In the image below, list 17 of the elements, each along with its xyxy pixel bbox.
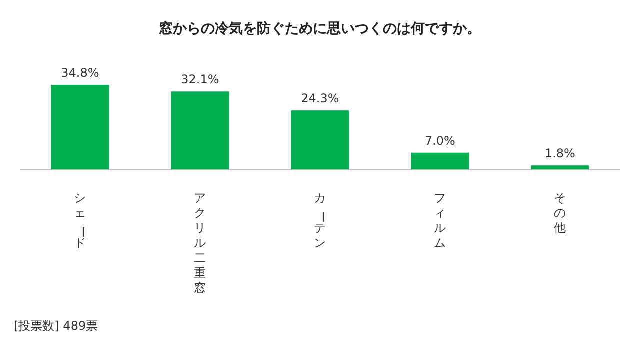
bar	[531, 166, 590, 170]
data-label: 32.1%	[181, 72, 220, 87]
data-label: 7.0%	[424, 134, 456, 148]
x-tick-label: フィルム	[434, 191, 446, 250]
data-label: 1.8%	[544, 146, 576, 161]
bar	[51, 85, 110, 170]
text: [投票数] 489票	[14, 318, 98, 335]
x-tick-label: シェード	[74, 191, 90, 250]
data-label: 24.3%	[301, 92, 340, 106]
chart-title: 窓からの冷気を防ぐために思いつくのは何ですか。	[158, 20, 482, 38]
x-tick-label: アクリル二重窓	[194, 191, 206, 295]
x-tick-label: カーテン	[314, 191, 330, 250]
x-tick-label: その他	[554, 191, 566, 235]
bar	[291, 110, 350, 170]
bar	[411, 152, 470, 170]
bar	[171, 92, 230, 170]
data-label: 34.8%	[61, 66, 100, 80]
